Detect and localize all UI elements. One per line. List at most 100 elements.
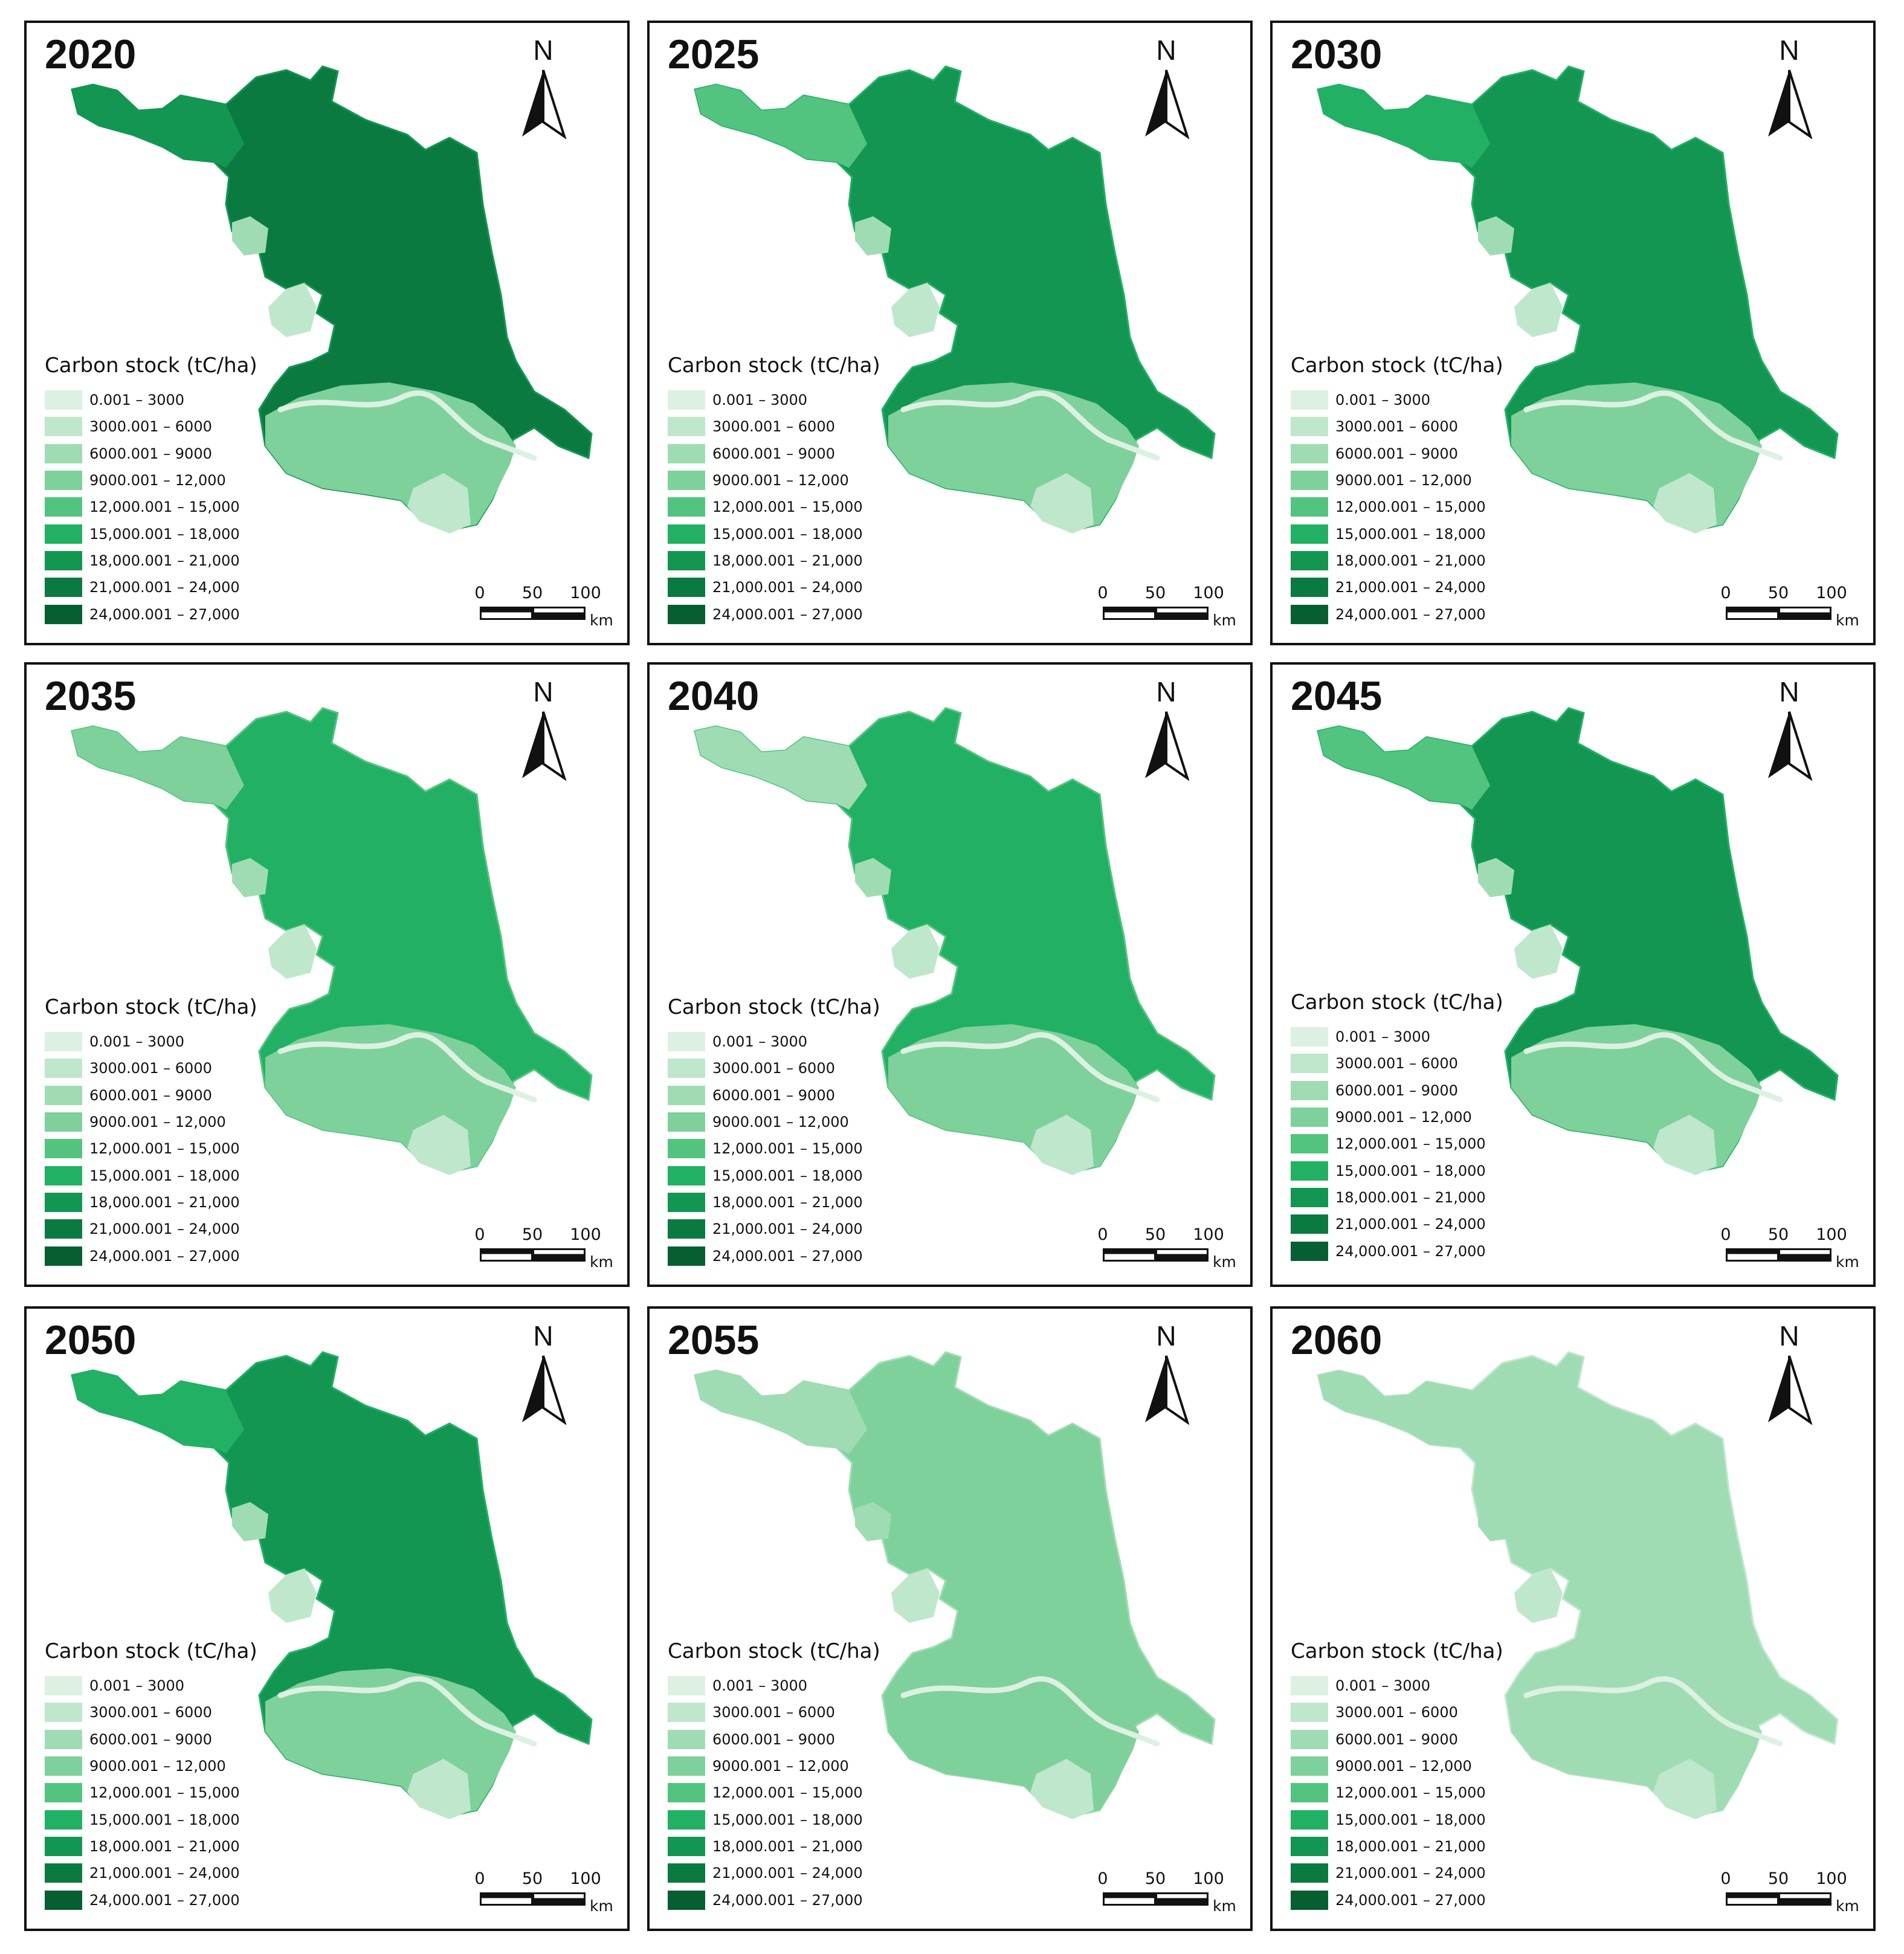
north-arrow-icon	[522, 711, 567, 781]
lake-area	[268, 283, 317, 337]
scale-bar-segment	[1778, 1248, 1831, 1262]
legend-item: 24,000.001 – 27,000	[1291, 601, 1508, 627]
scale-bar: 0 50 100 km	[474, 584, 627, 643]
western-region	[695, 85, 867, 168]
scale-bar-segment	[1778, 1892, 1831, 1906]
legend-label: 9000.001 – 12,000	[89, 1114, 226, 1131]
map-panel: 2020 N Carbon stock (tC/ha) 0.001 – 3000 300…	[24, 21, 630, 645]
scale-tick-label: 0	[1720, 584, 1731, 602]
north-arrow-icon	[1768, 711, 1813, 781]
legend-item: 12,000.001 – 15,000	[45, 1779, 262, 1806]
scale-unit: km	[590, 1897, 613, 1915]
scale-tick-label: 0	[474, 584, 485, 602]
lake-area	[232, 858, 268, 897]
legend-item: 3000.001 – 6000	[45, 1699, 262, 1726]
legend-label: 0.001 – 3000	[89, 1677, 185, 1695]
legend-item: 18,000.001 – 21,000	[668, 547, 885, 574]
legend-item: 3000.001 – 6000	[45, 1055, 262, 1082]
legend-label: 6000.001 – 9000	[1335, 1082, 1458, 1099]
legend-item: 21,000.001 – 24,000	[668, 1216, 885, 1242]
legend-swatch	[45, 550, 82, 570]
legend-swatch	[668, 1703, 705, 1723]
legend-swatch	[668, 1032, 705, 1052]
map-panel: 2045 N Carbon stock (tC/ha) 0.001 – 3000 300…	[1270, 662, 1876, 1287]
legend-swatch	[45, 1059, 82, 1079]
legend-item: 6000.001 – 9000	[668, 1726, 885, 1753]
legend-item: 21,000.001 – 24,000	[45, 1860, 262, 1886]
legend-label: 3000.001 – 6000	[712, 1704, 835, 1721]
legend-label: 12,000.001 – 15,000	[712, 498, 863, 516]
scale-bar: 0 50 100 km	[1720, 584, 1873, 643]
legend-item: 3000.001 – 6000	[45, 413, 262, 440]
legend-item: 18,000.001 – 21,000	[1291, 547, 1508, 574]
lake-area	[407, 473, 471, 534]
river	[900, 1032, 1160, 1103]
legend-label: 9000.001 – 12,000	[89, 472, 226, 489]
legend-label: 12,000.001 – 15,000	[712, 1784, 863, 1802]
legend-label: 9000.001 – 12,000	[712, 1758, 849, 1775]
legend-swatch	[1291, 1783, 1328, 1803]
lake-area	[268, 924, 317, 979]
legend-title: Carbon stock (tC/ha)	[1291, 1639, 1503, 1663]
legend-swatch	[1291, 497, 1328, 517]
north-label: N	[533, 676, 553, 708]
scale-bar: 0 50 100 km	[1097, 1227, 1250, 1285]
legend-item: 6000.001 – 9000	[45, 1726, 262, 1753]
legend-title: Carbon stock (tC/ha)	[45, 995, 257, 1019]
legend-item: 12,000.001 – 15,000	[45, 1135, 262, 1162]
legend-label: 18,000.001 – 21,000	[89, 552, 240, 569]
north-label: N	[1779, 676, 1799, 708]
legend-swatch	[1291, 1214, 1328, 1234]
legend-item: 0.001 – 3000	[668, 1672, 885, 1699]
legend-swatch	[1291, 604, 1328, 624]
map-legend: Carbon stock (tC/ha) 0.001 – 3000 3000.001…	[45, 1641, 262, 1914]
map-legend: Carbon stock (tC/ha) 0.001 – 3000 3000.001…	[45, 355, 262, 628]
north-arrow: N	[1762, 1322, 1816, 1425]
legend-swatch	[1291, 1810, 1328, 1830]
legend-swatch	[45, 604, 82, 624]
scale-tick-label: 100	[1816, 1869, 1847, 1888]
legend-swatch	[668, 1729, 705, 1749]
legend-item: 21,000.001 – 24,000	[668, 1860, 885, 1886]
legend-label: 12,000.001 – 15,000	[89, 1784, 240, 1802]
province-map	[71, 65, 593, 534]
legend-swatch	[1291, 1187, 1328, 1207]
province-map	[71, 707, 593, 1175]
legend-item: 12,000.001 – 15,000	[1291, 1779, 1508, 1806]
legend-label: 0.001 – 3000	[1335, 1677, 1431, 1695]
legend-swatch	[45, 443, 82, 463]
legend-item: 24,000.001 – 27,000	[668, 1242, 885, 1269]
legend-item: 15,000.001 – 18,000	[45, 1806, 262, 1833]
map-legend: Carbon stock (tC/ha) 0.001 – 3000 3000.001…	[668, 355, 885, 628]
legend-item: 15,000.001 – 18,000	[45, 1162, 262, 1188]
north-arrow: N	[1139, 36, 1193, 139]
legend-title: Carbon stock (tC/ha)	[668, 1639, 880, 1663]
legend-label: 15,000.001 – 18,000	[712, 525, 863, 543]
legend-swatch	[45, 1836, 82, 1856]
legend-label: 21,000.001 – 24,000	[712, 1220, 863, 1238]
legend-item: 9000.001 – 12,000	[668, 467, 885, 494]
scale-bar-segment	[480, 1248, 533, 1262]
legend-item: 3000.001 – 6000	[1291, 1050, 1508, 1077]
lake-area	[407, 1115, 471, 1175]
lake-area	[891, 283, 940, 337]
scale-tick-label: 100	[1193, 1869, 1224, 1888]
legend-item: 6000.001 – 9000	[1291, 440, 1508, 467]
lake-area	[1653, 1759, 1717, 1819]
western-region	[72, 1370, 244, 1454]
legend-label: 18,000.001 – 21,000	[712, 1837, 863, 1855]
legend-item: 9000.001 – 12,000	[1291, 1753, 1508, 1779]
legend-item: 12,000.001 – 15,000	[668, 1135, 885, 1162]
map-panel: 2025 N Carbon stock (tC/ha) 0.001 – 3000 300…	[647, 21, 1253, 645]
legend-label: 15,000.001 – 18,000	[1335, 1162, 1486, 1179]
scale-bar: 0 50 100 km	[474, 1227, 627, 1285]
north-arrow-icon	[1768, 69, 1813, 139]
river	[1523, 1676, 1783, 1747]
legend-label: 24,000.001 – 27,000	[89, 1247, 240, 1265]
legend-label: 0.001 – 3000	[712, 1033, 808, 1051]
legend-label: 21,000.001 – 24,000	[1335, 579, 1486, 596]
legend-item: 0.001 – 3000	[1291, 1672, 1508, 1699]
legend-swatch	[1291, 1241, 1328, 1261]
legend-swatch	[668, 417, 705, 437]
river	[277, 1676, 537, 1747]
